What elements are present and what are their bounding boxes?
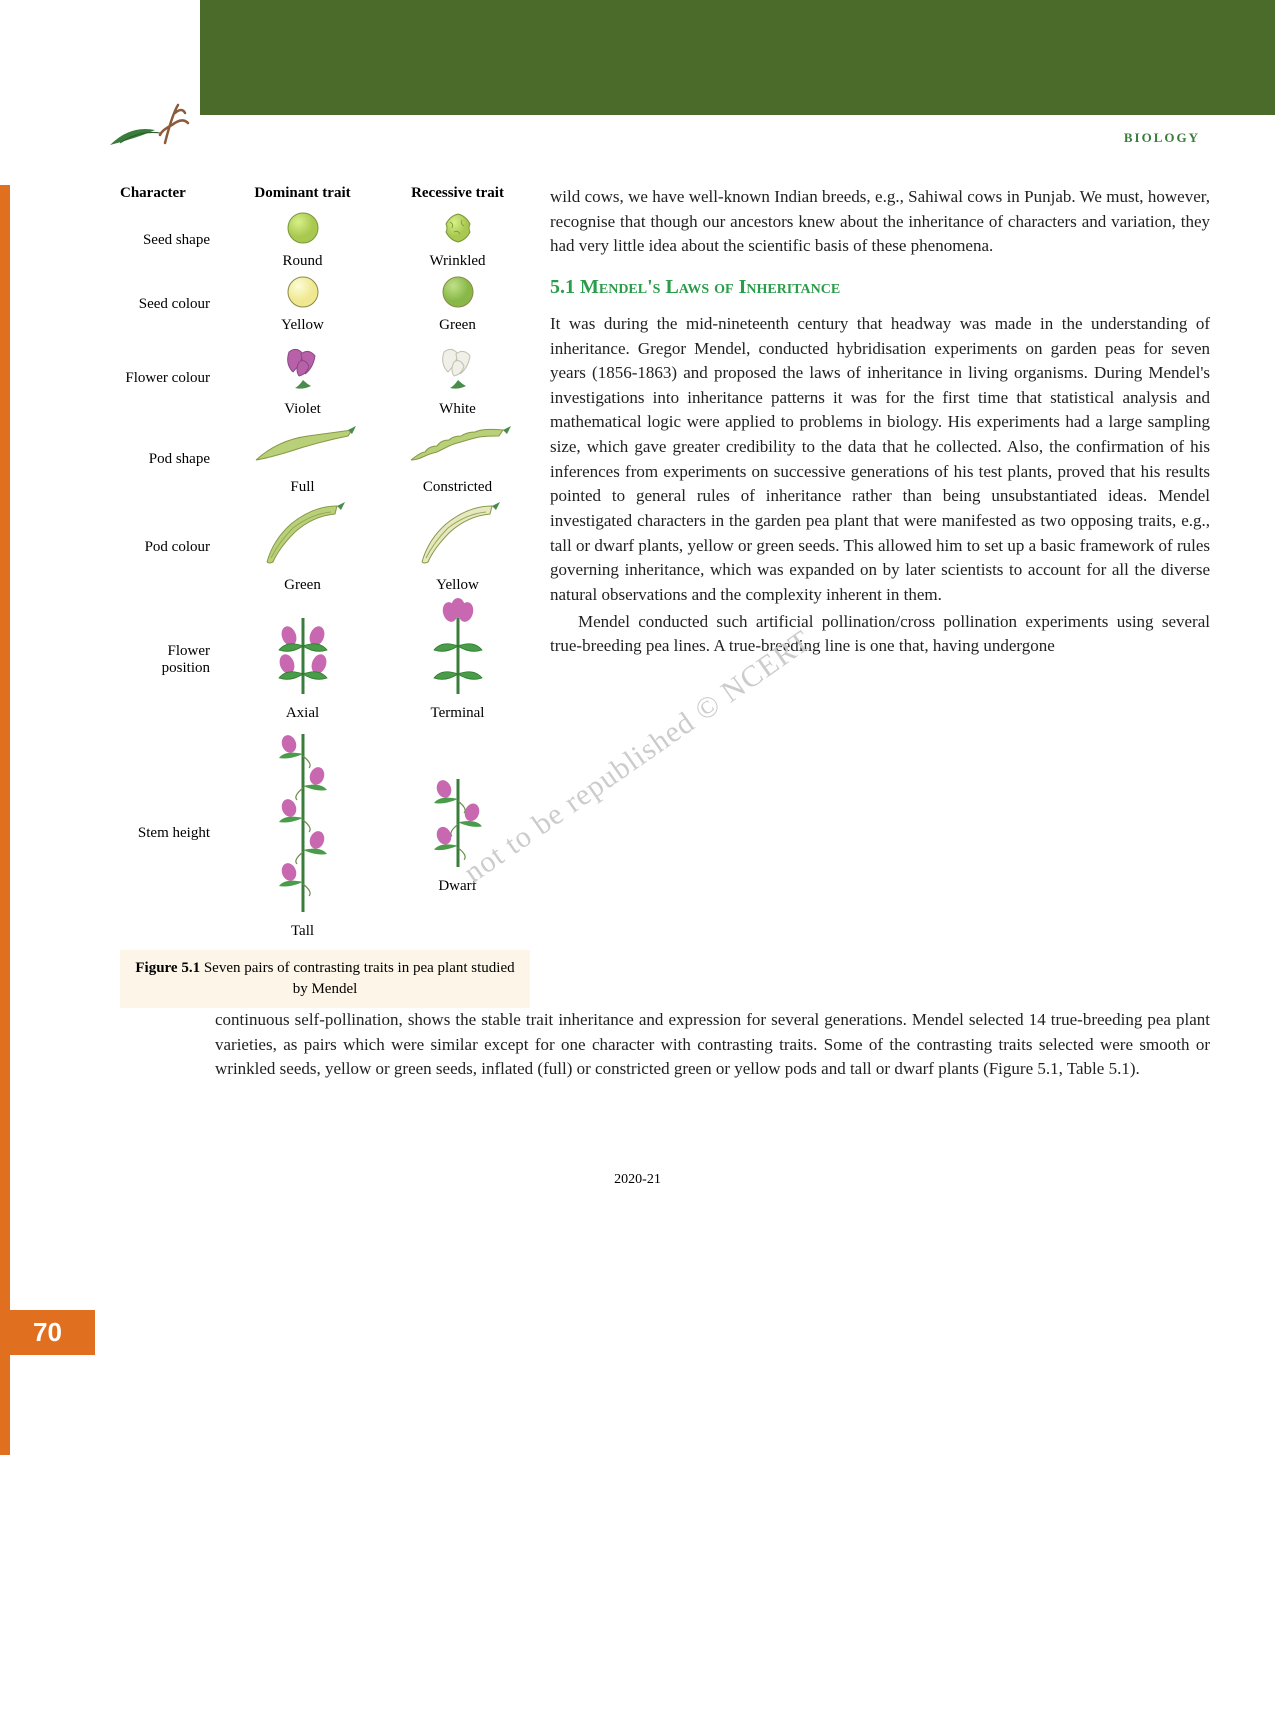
- trait-dominant-label: Full: [220, 479, 385, 496]
- trait-dominant: Green: [220, 500, 385, 594]
- trait-dominant: Yellow: [220, 274, 385, 334]
- figure-column: Character Dominant trait Recessive trait…: [75, 185, 530, 1008]
- trait-recessive-label: Constricted: [385, 479, 530, 496]
- figure-text: Seven pairs of contrasting traits in pea…: [204, 960, 515, 997]
- footer-year: 2020-21: [0, 1172, 1275, 1218]
- trait-icon: [263, 726, 343, 921]
- subject-label: BIOLOGY: [1124, 130, 1200, 146]
- figure-label: Figure 5.1: [135, 960, 200, 976]
- trait-icon: [408, 500, 508, 575]
- trait-recessive-label: Yellow: [385, 577, 530, 594]
- trait-character: Seed shape: [120, 232, 220, 249]
- trait-row: Pod colour Green Yellow: [120, 500, 530, 594]
- trait-icon: [285, 274, 321, 315]
- trait-recessive: Terminal: [385, 598, 530, 722]
- page-number: 70: [0, 1310, 95, 1355]
- trait-recessive: Yellow: [385, 500, 530, 594]
- trait-icon: [285, 210, 321, 251]
- paragraph-3a: Mendel conducted such artificial pollina…: [550, 610, 1210, 659]
- trait-dominant-label: Yellow: [220, 317, 385, 334]
- traits-header-row: Character Dominant trait Recessive trait: [120, 185, 530, 202]
- trait-character: Stem height: [120, 825, 220, 842]
- trait-icon: [263, 598, 343, 703]
- trait-character: Pod colour: [120, 539, 220, 556]
- header-character: Character: [120, 185, 220, 202]
- trait-recessive: Constricted: [385, 422, 530, 496]
- header-row: BIOLOGY: [0, 125, 1275, 185]
- trait-character: Flower position: [120, 643, 220, 677]
- trait-recessive: Wrinkled: [385, 210, 530, 270]
- trait-dominant-label: Axial: [220, 705, 385, 722]
- paragraph-3b-fullwidth: continuous self-pollination, shows the s…: [0, 1008, 1275, 1082]
- header-dominant: Dominant trait: [220, 185, 385, 202]
- top-banner: [200, 0, 1275, 115]
- main-content: 70 Character Dominant trait Recessive tr…: [0, 185, 1275, 1008]
- trait-icon: [418, 598, 498, 703]
- text-column: wild cows, we have well-known Indian bre…: [530, 185, 1210, 1008]
- trait-dominant-label: Violet: [220, 401, 385, 418]
- trait-dominant: Round: [220, 210, 385, 270]
- trait-dominant: Violet: [220, 338, 385, 418]
- trait-icon: [440, 210, 476, 251]
- trait-icon: [275, 338, 331, 399]
- trait-recessive-label: White: [385, 401, 530, 418]
- section-heading: 5.1 Mendel's Laws of Inheritance: [550, 273, 1210, 302]
- trait-dominant-label: Tall: [220, 923, 385, 940]
- trait-icon: [418, 771, 498, 876]
- trait-dominant: Full: [220, 422, 385, 496]
- trait-row: Seed shape Round Wrinkled: [120, 210, 530, 270]
- trait-row: Flower position Axial Terminal: [120, 598, 530, 722]
- traits-table: Character Dominant trait Recessive trait…: [120, 185, 530, 940]
- trait-character: Pod shape: [120, 451, 220, 468]
- trait-icon: [253, 500, 353, 575]
- orange-margin-bar: [0, 185, 10, 1455]
- trait-recessive-label: Terminal: [385, 705, 530, 722]
- left-margin: 70: [0, 185, 75, 1008]
- figure-caption: Figure 5.1 Seven pairs of contrasting tr…: [120, 950, 530, 1008]
- trait-recessive: Green: [385, 274, 530, 334]
- trait-character: Seed colour: [120, 296, 220, 313]
- section-title: Mendel's Laws of Inheritance: [580, 276, 840, 298]
- trait-dominant-label: Round: [220, 253, 385, 270]
- header-recessive: Recessive trait: [385, 185, 530, 202]
- trait-recessive-label: Wrinkled: [385, 253, 530, 270]
- trait-character: Flower colour: [120, 370, 220, 387]
- trait-icon: [430, 338, 486, 399]
- trait-icon: [440, 274, 476, 315]
- trait-dominant: Tall: [220, 726, 385, 940]
- trait-row: Flower colour Violet White: [120, 338, 530, 418]
- trait-icon: [403, 422, 513, 477]
- trait-dominant-label: Green: [220, 577, 385, 594]
- trait-row: Seed colour Yellow Green: [120, 274, 530, 334]
- section-number: 5.1: [550, 276, 575, 298]
- trait-icon: [248, 422, 358, 477]
- trait-recessive: White: [385, 338, 530, 418]
- trait-dominant: Axial: [220, 598, 385, 722]
- trait-recessive-label: Dwarf: [385, 878, 530, 895]
- paragraph-intro: wild cows, we have well-known Indian bre…: [550, 185, 1210, 259]
- leaf-logo-icon: [100, 95, 210, 170]
- trait-recessive-label: Green: [385, 317, 530, 334]
- trait-recessive: Dwarf: [385, 771, 530, 895]
- paragraph-2: It was during the mid-nineteenth century…: [550, 312, 1210, 608]
- trait-row: Pod shape Full Constricted: [120, 422, 530, 496]
- trait-row: Stem height Tall Dwarf: [120, 726, 530, 940]
- paragraph-3b: continuous self-pollination, shows the s…: [215, 1008, 1210, 1082]
